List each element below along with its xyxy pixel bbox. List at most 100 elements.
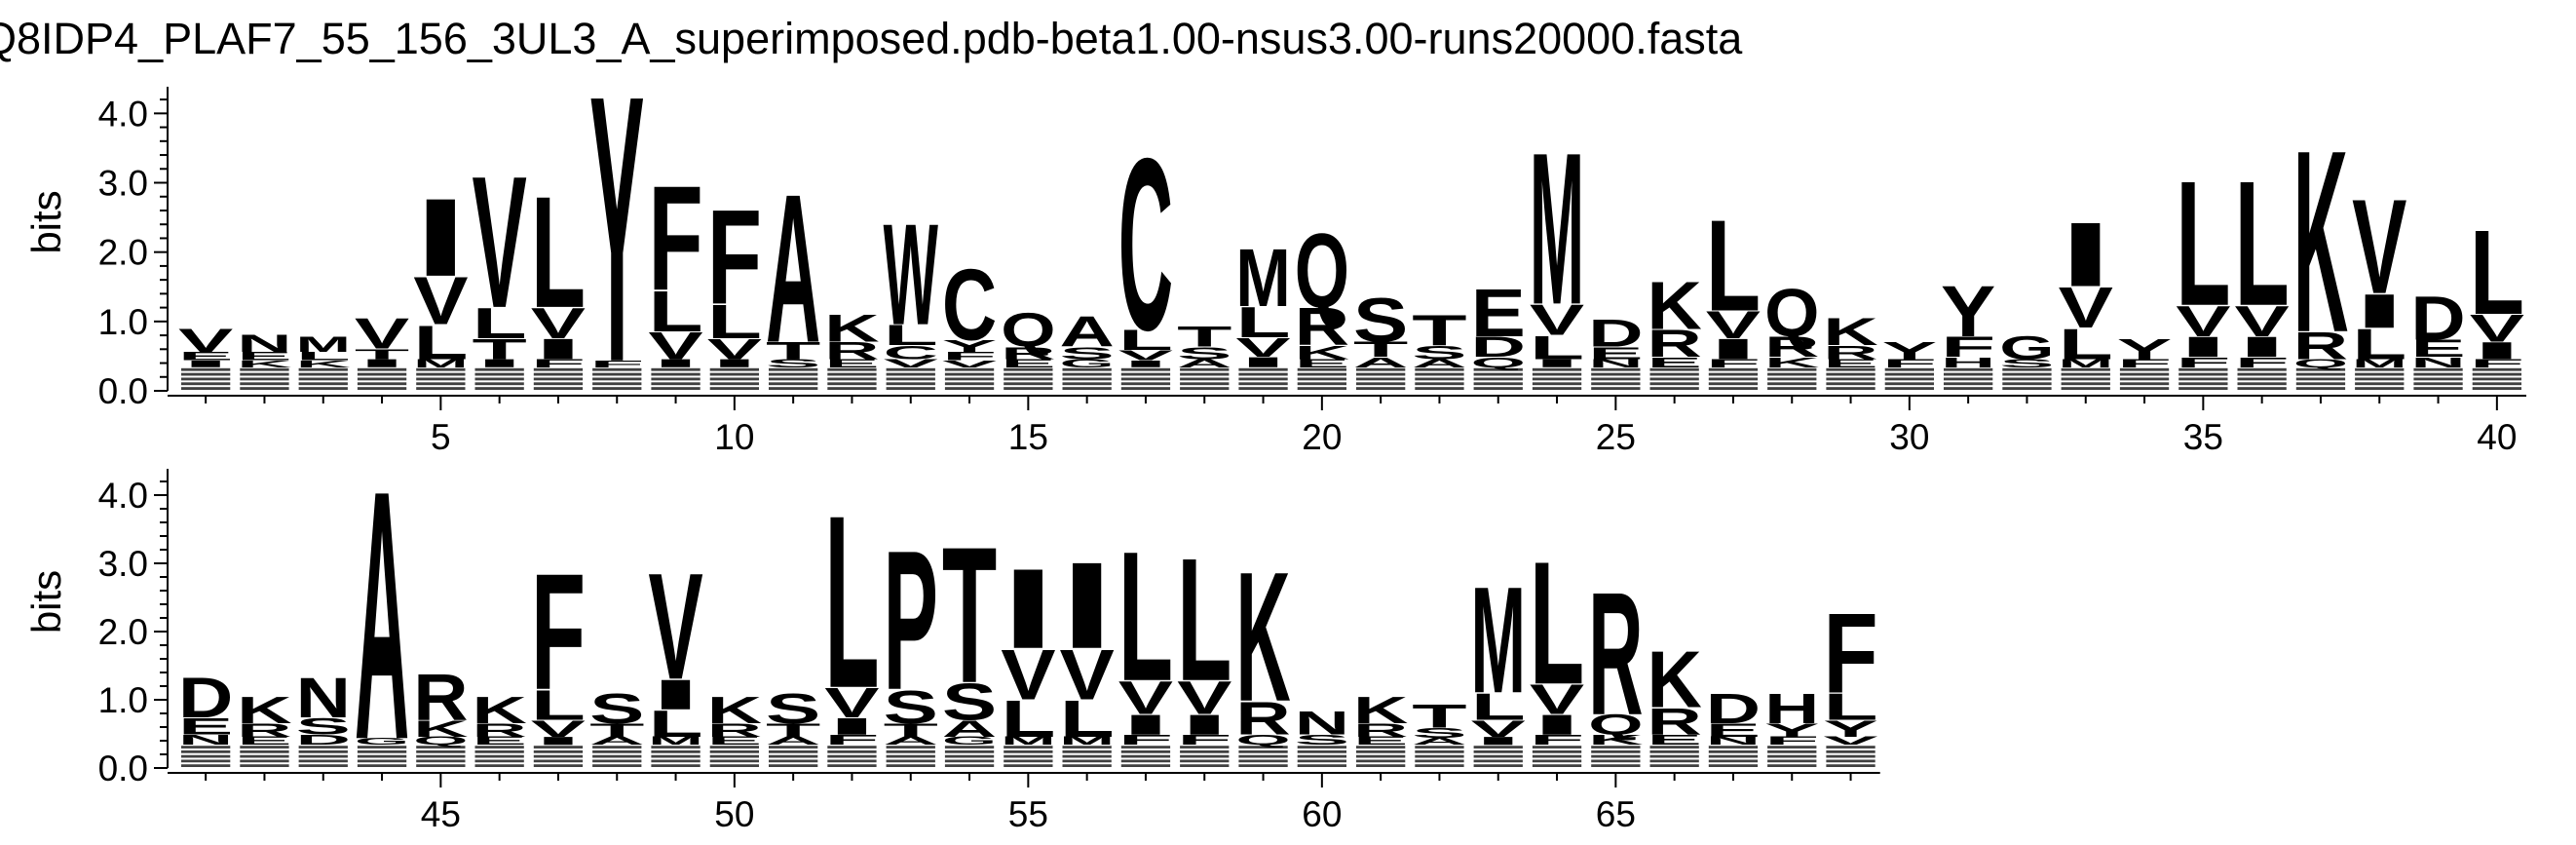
noise-stripe bbox=[298, 382, 348, 386]
noise-stripe bbox=[1591, 764, 1641, 767]
noise-stripe bbox=[1708, 387, 1759, 390]
noise-stripe bbox=[1649, 382, 1699, 386]
noise-stripe bbox=[2178, 382, 2228, 386]
noise-stripe bbox=[1591, 372, 1641, 376]
noise-stripe bbox=[181, 746, 231, 749]
noise-stripe bbox=[1826, 382, 1875, 386]
x-tick-label: 5 bbox=[431, 417, 451, 457]
x-tick-label: 10 bbox=[714, 417, 754, 457]
logo-letter: T bbox=[766, 720, 820, 742]
noise-stripe bbox=[1238, 754, 1288, 758]
noise-stripe bbox=[533, 759, 584, 763]
logo-letter: V bbox=[1530, 676, 1585, 724]
logo-column-23: QDE bbox=[1471, 276, 1526, 390]
logo-letter: I bbox=[1530, 357, 1584, 369]
noise-stripe bbox=[1356, 754, 1406, 758]
logo-letter: L bbox=[1001, 690, 1055, 749]
noise-stripe bbox=[2061, 367, 2110, 371]
logo-letter: L bbox=[1706, 194, 1761, 339]
logo-letter: T bbox=[942, 506, 997, 723]
logo-letter: V bbox=[1706, 303, 1761, 346]
logo-letter: K bbox=[1353, 689, 1408, 732]
x-tick-label: 30 bbox=[1889, 417, 1929, 457]
logo-letter: I bbox=[1118, 709, 1173, 741]
logo-letter: V bbox=[707, 333, 762, 365]
noise-stripe bbox=[827, 387, 877, 390]
noise-stripe bbox=[1004, 759, 1053, 763]
logo-letter: S bbox=[942, 672, 997, 731]
logo-letter: L bbox=[1118, 513, 1173, 719]
noise-stripe bbox=[2472, 387, 2521, 390]
logo-letter: F bbox=[2470, 357, 2524, 369]
logo-letter: F bbox=[1118, 732, 1173, 748]
logo-letter: V bbox=[473, 136, 527, 347]
noise-stripe bbox=[1120, 759, 1171, 763]
x-tick-label: 20 bbox=[1302, 417, 1342, 457]
noise-stripe bbox=[1356, 387, 1406, 390]
noise-stripe bbox=[298, 372, 348, 376]
noise-stripe bbox=[709, 372, 759, 376]
logo-letter: V bbox=[178, 322, 233, 360]
logo-letter: I bbox=[648, 357, 702, 369]
logo-letter: T bbox=[1412, 306, 1466, 355]
logo-letter: F bbox=[824, 732, 879, 748]
logo-column-3: KLM bbox=[296, 333, 351, 390]
logo-letter: W bbox=[884, 194, 938, 355]
logo-letter: C bbox=[1118, 106, 1173, 381]
noise-stripe bbox=[1649, 377, 1699, 381]
logo-letter: A bbox=[1177, 357, 1231, 369]
noise-stripe bbox=[2002, 387, 2052, 390]
noise-stripe bbox=[651, 377, 701, 381]
noise-stripe bbox=[1767, 749, 1817, 753]
logo-letter: L bbox=[1530, 328, 1584, 366]
noise-stripe bbox=[2237, 372, 2287, 376]
noise-stripe bbox=[1180, 387, 1230, 390]
x-tick-label: 25 bbox=[1596, 417, 1636, 457]
logo-letter: I bbox=[473, 357, 527, 369]
noise-stripe bbox=[2002, 377, 2052, 381]
logo-letter: L bbox=[1471, 685, 1526, 727]
logo-letter: M bbox=[413, 357, 468, 369]
noise-stripe bbox=[1708, 382, 1759, 386]
noise-stripe bbox=[1884, 372, 1934, 376]
noise-stripe bbox=[944, 372, 995, 376]
logo-letter: S bbox=[1412, 342, 1466, 364]
noise-stripe bbox=[1767, 387, 1817, 390]
logo-letter: V bbox=[1118, 347, 1173, 364]
noise-stripe bbox=[2119, 367, 2170, 371]
noise-stripe bbox=[651, 764, 701, 767]
noise-stripe bbox=[1004, 749, 1053, 753]
noise-stripe bbox=[769, 377, 818, 381]
noise-stripe bbox=[769, 749, 818, 753]
noise-stripe bbox=[2119, 372, 2170, 376]
logo-letter: A bbox=[355, 416, 409, 814]
logo-letter: K bbox=[1648, 268, 1702, 344]
noise-stripe bbox=[2355, 377, 2405, 381]
logo-letter: F bbox=[1177, 732, 1231, 748]
noise-stripe bbox=[1238, 764, 1288, 767]
logo-letter: G bbox=[1999, 329, 2054, 366]
logo-letter: I bbox=[355, 357, 409, 369]
logo-letter: E bbox=[824, 357, 879, 369]
noise-stripe bbox=[944, 387, 995, 390]
logo-letter: F bbox=[1941, 330, 1995, 363]
logo-letter: Q bbox=[1764, 276, 1819, 351]
logo-column-65: KQR bbox=[1588, 557, 1644, 767]
logo-letter: D bbox=[1588, 312, 1643, 355]
logo-letter: A bbox=[1060, 308, 1115, 356]
logo-column-32: SG bbox=[1999, 329, 2055, 390]
noise-stripe bbox=[1473, 387, 1523, 390]
noise-stripe bbox=[533, 382, 584, 386]
noise-stripe bbox=[357, 367, 407, 371]
noise-stripe bbox=[1532, 754, 1582, 758]
logo-letter: L bbox=[531, 164, 586, 341]
noise-stripe bbox=[1649, 764, 1699, 767]
noise-stripe bbox=[1473, 382, 1523, 386]
noise-stripe bbox=[2002, 382, 2052, 386]
noise-stripe bbox=[1180, 754, 1230, 758]
noise-stripe bbox=[1884, 387, 1934, 390]
noise-stripe bbox=[1591, 749, 1641, 753]
